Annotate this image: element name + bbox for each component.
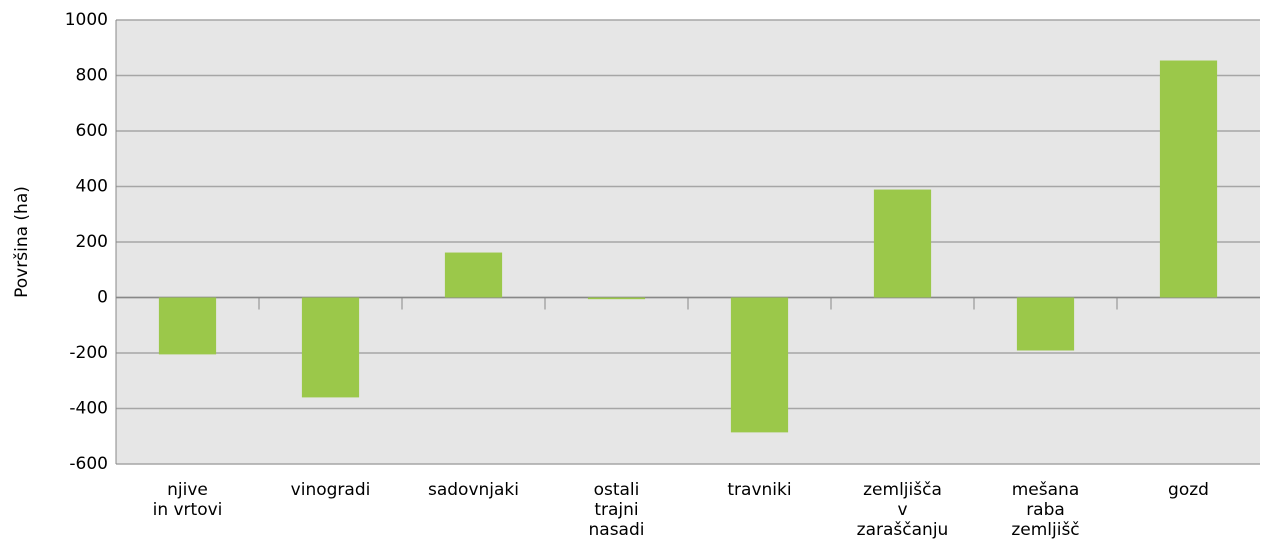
- y-tick-label: 800: [76, 66, 108, 86]
- y-axis-label: Površina (ha): [12, 186, 32, 298]
- y-tick-label: 600: [76, 121, 108, 141]
- y-tick-label: 200: [76, 232, 108, 252]
- bar: [301, 297, 360, 398]
- bar: [1016, 297, 1075, 351]
- x-tick-label: sadovnjaki: [427, 480, 519, 500]
- x-tick-label: travniki: [727, 480, 792, 500]
- bar: [1159, 60, 1218, 298]
- y-tick-label: -200: [69, 343, 108, 363]
- x-tick-label: mešana raba zemljišč: [1011, 480, 1080, 540]
- x-tick-label: njive in vrtovi: [152, 480, 223, 520]
- y-tick-label: 1000: [65, 10, 108, 30]
- x-tick-label: ostali trajni nasadi: [588, 480, 645, 540]
- bar: [587, 297, 646, 300]
- bar: [873, 189, 932, 298]
- bar: [730, 297, 789, 433]
- x-tick-label: zemljišča v zaraščanju: [856, 480, 949, 540]
- y-tick-label: -400: [69, 399, 108, 419]
- y-tick-label: 400: [76, 177, 108, 197]
- y-tick-label: 0: [97, 288, 108, 308]
- y-tick-label: -600: [69, 454, 108, 474]
- x-tick-label: vinogradi: [290, 480, 371, 500]
- bar: [158, 297, 217, 355]
- x-tick-label: gozd: [1168, 480, 1209, 500]
- bar: [444, 252, 503, 298]
